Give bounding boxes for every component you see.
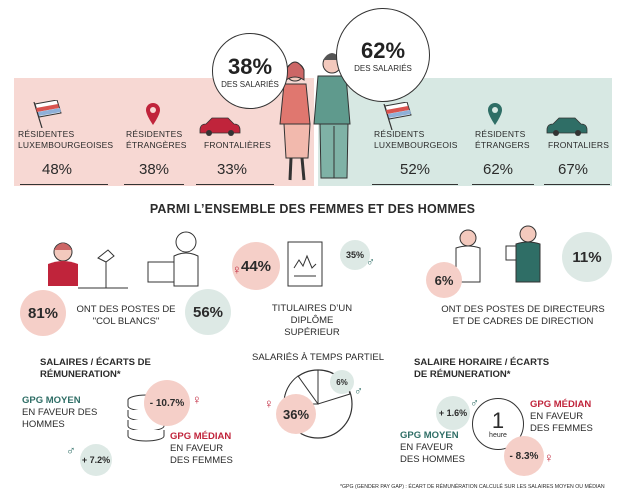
footnote: *GPG (Gender Pay Gap) : écart de rémunér… [340, 484, 605, 490]
salary-gpg-moyen-value: + 7.2% [81, 455, 111, 465]
location-pin-icon [488, 103, 502, 125]
divider [20, 184, 108, 185]
directors-women-circle: 6% [426, 262, 462, 298]
salary-gpg-median-value: - 10.7% [149, 397, 185, 409]
men-foreign-label: RÉSIDENTS ÉTRANGERS [475, 129, 530, 150]
women-cross-value: 33% [217, 161, 248, 178]
women-share-value: 38% [227, 53, 273, 79]
women-lux-value: 48% [42, 161, 73, 178]
hourly-gpg-median-circle: - 8.3% [504, 436, 544, 476]
men-share-value: 62% [360, 37, 406, 63]
divider [124, 184, 184, 185]
salary-title: SALAIRES / ÉCARTS DE RÉMUNERATION* [40, 357, 151, 380]
part-time-women-value: 36% [282, 406, 310, 422]
female-symbol-icon: ♀ [544, 450, 554, 465]
hourly-title: SALAIRE HORAIRE / ÉCARTS DE RÉMUNERATION… [414, 357, 550, 380]
flag-icon [383, 102, 412, 130]
men-foreign-value: 62% [483, 161, 514, 178]
divider [196, 184, 274, 185]
divider [544, 184, 610, 185]
male-symbol-icon: ♂ [470, 396, 479, 410]
white-collar-men-value: 56% [192, 303, 224, 321]
hourly-gpg-moyen-sub: EN FAVEUR DES HOMMES [400, 442, 465, 465]
hourly-gpg-median-sub: EN FAVEUR DES FEMMES [530, 411, 593, 434]
diploma-women-circle: 44% [232, 242, 280, 290]
men-share-circle: 62% DES SALARIÉS [336, 8, 430, 102]
divider [372, 184, 458, 185]
hourly-gpg-moyen-circle: + 1.6% [436, 396, 470, 430]
part-time-title: SALARIÉS À TEMPS PARTIEL [252, 352, 384, 363]
part-time-men-value: 6% [336, 377, 348, 387]
white-collar-women-value: 81% [27, 304, 59, 322]
flag-icon [33, 100, 62, 128]
women-cross-label: FRONTALIÈRES [204, 140, 271, 150]
directors-label: ONT DES POSTES DE DIRECTEURS ET DE CADRE… [441, 304, 605, 327]
diploma-men-circle: 35% [340, 240, 370, 270]
diploma-icon [287, 241, 323, 287]
white-collar-women-circle: 81% [20, 290, 66, 336]
salary-gpg-moyen-sub: EN FAVEUR DES HOMMES [22, 407, 98, 430]
men-lux-value: 52% [400, 161, 431, 178]
white-collar-label: ONT DES POSTES DE "COL BLANCS" [76, 304, 176, 327]
white-collar-men-circle: 56% [185, 289, 231, 335]
male-symbol-icon: ♂ [366, 255, 375, 269]
women-foreign-value: 38% [139, 161, 170, 178]
divider [472, 184, 534, 185]
directors-men-value: 11% [572, 248, 602, 266]
diploma-women-value: 44% [240, 257, 272, 275]
directors-illustration [455, 225, 541, 283]
location-pin-icon [146, 103, 160, 125]
men-lux-label: RÉSIDENTS LUXEMBOURGEOIS [374, 129, 458, 150]
hourly-gpg-median-label: GPG MÉDIAN [530, 399, 592, 410]
car-icon [199, 117, 241, 136]
male-symbol-icon: ♂ [66, 443, 76, 458]
hourly-gpg-moyen-value: + 1.6% [438, 408, 468, 418]
women-lux-label: RÉSIDENTES LUXEMBOURGEOISES [18, 129, 114, 150]
hourly-gpg-moyen-label: GPG MOYEN [400, 430, 459, 441]
men-cross-value: 67% [558, 161, 589, 178]
diploma-men-value: 35% [345, 250, 364, 260]
woman-icon [279, 61, 311, 181]
salary-gpg-moyen-label: GPG MOYEN [22, 395, 81, 406]
salary-gpg-median-sub: EN FAVEUR DES FEMMES [170, 443, 233, 466]
women-share-circle: 38% DES SALARIÉS [212, 33, 288, 109]
diploma-label: TITULAIRES D’UN DIPLÔME SUPÉRIEUR [271, 303, 353, 338]
clock-unit: heure [489, 431, 507, 439]
men-share-label: DES SALARIÉS [354, 63, 412, 73]
female-symbol-icon: ♀ [264, 396, 274, 411]
car-icon [546, 117, 588, 136]
directors-women-value: 6% [434, 272, 454, 288]
female-symbol-icon: ♀ [192, 392, 202, 407]
hourly-gpg-median-value: - 8.3% [509, 450, 539, 462]
part-time-women-circle: 36% [276, 394, 316, 434]
directors-men-circle: 11% [562, 232, 612, 282]
men-cross-label: FRONTALIERS [548, 140, 610, 150]
clock-number: 1 [491, 407, 505, 433]
male-symbol-icon: ♂ [354, 384, 363, 398]
female-symbol-icon: ♀ [232, 262, 242, 277]
salary-gpg-median-label: GPG MÉDIAN [170, 431, 232, 442]
part-time-men-circle: 6% [330, 370, 354, 394]
women-foreign-label: RÉSIDENTES ÉTRANGÈRES [126, 129, 187, 150]
computer-icon [48, 231, 199, 289]
salary-gpg-median-circle: - 10.7% [144, 380, 190, 426]
section-title: PARMI L’ENSEMBLE DES FEMMES ET DES HOMME… [149, 202, 476, 216]
salary-gpg-moyen-circle: + 7.2% [80, 444, 112, 476]
women-share-label: DES SALARIÉS [221, 79, 279, 89]
